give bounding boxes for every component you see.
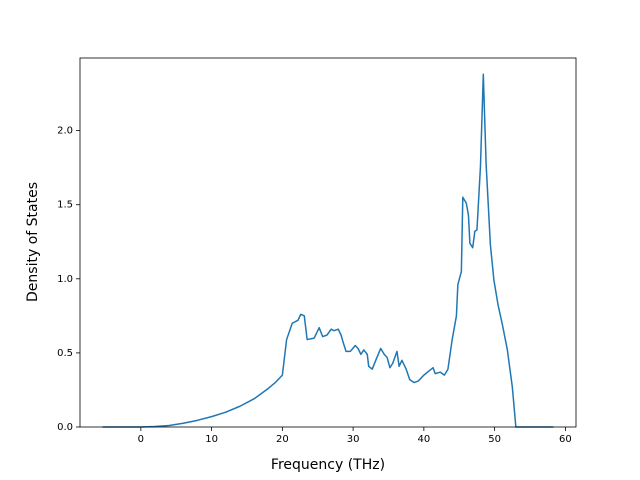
x-tick-label: 50 [488,434,501,445]
x-axis-label: Frequency (THz) [271,457,385,473]
y-tick-label: 0.0 [57,422,73,433]
y-tick-label: 1.5 [57,200,73,211]
x-tick-label: 20 [276,434,289,445]
y-tick-label: 0.5 [57,348,73,359]
x-tick-label: 30 [347,434,360,445]
y-tick-label: 2.0 [57,126,73,137]
x-tick-label: 10 [205,434,218,445]
y-axis-label: Density of States [25,182,41,302]
plot-frame [79,57,577,428]
x-tick-label: 0 [138,434,144,445]
x-tick-label: 60 [559,434,572,445]
line [102,73,554,428]
y-tick-label: 1.0 [57,274,73,285]
x-tick-label: 40 [418,434,431,445]
